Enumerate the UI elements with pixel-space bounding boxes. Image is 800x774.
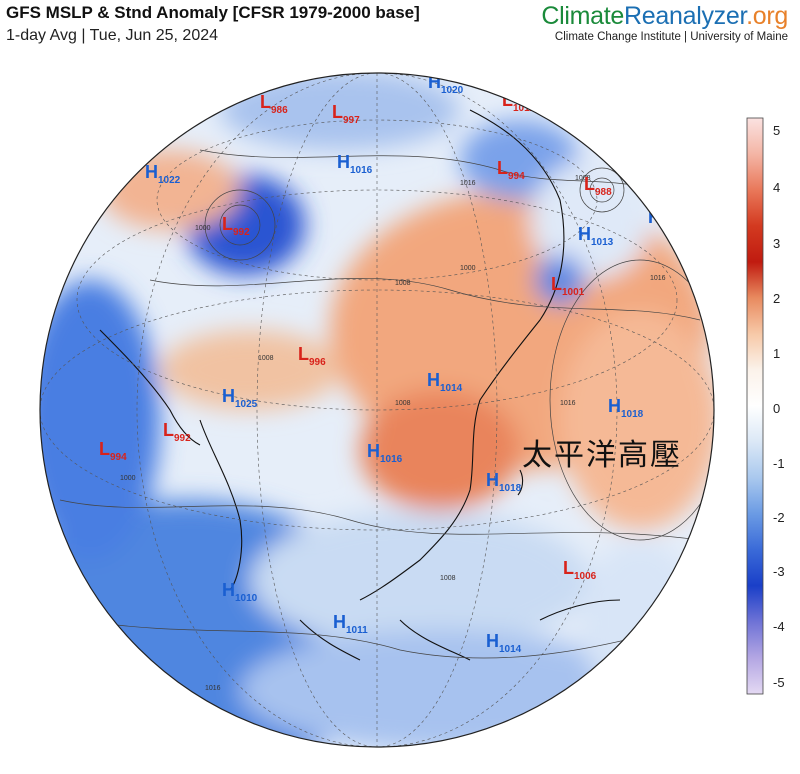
high-pressure-center: H1010 — [222, 580, 258, 604]
isobar-label: 1000 — [120, 475, 136, 482]
high-pressure-center: H1022 — [145, 162, 181, 186]
brand-climate: Climate — [541, 2, 625, 30]
low-pressure-center: L1006 — [563, 558, 597, 582]
low-pressure-center: L1001 — [551, 274, 585, 298]
globe-surface: 1016 1008 1000 1000 1008 1008 1016 1008 1016 1000… — [24, 73, 714, 747]
globe-outline — [39, 72, 715, 748]
colorbar-ticks: 5 4 3 2 1 0 -1 -2 -3 -4 -5 — [773, 123, 785, 690]
isobar-label: 1016 — [40, 545, 56, 552]
low-pressure-center: L992 — [222, 214, 250, 238]
brand-logo[interactable]: ClimateReanalyzer.org — [541, 2, 788, 31]
brand-reanalyzer: Reanalyzer — [624, 2, 747, 30]
colorbar-tick-label: 1 — [773, 346, 780, 361]
isobar-label: 1016 — [205, 685, 221, 692]
high-pressure-center: H1018 — [608, 396, 644, 420]
brand-org: .org — [746, 2, 788, 30]
high-pressure-center: H1016 — [337, 152, 373, 176]
isobar-label: 1008 — [258, 355, 274, 362]
high-pressure-center: H1013 — [578, 224, 614, 248]
colorbar-tick-label: 2 — [773, 291, 780, 306]
colorbar-tick-label: 5 — [773, 123, 780, 138]
high-pressure-center: H1018 — [486, 470, 522, 494]
low-pressure-center: L1012 — [502, 90, 536, 114]
colorbar-tick-label: -2 — [773, 510, 785, 525]
low-pressure-center: L996 — [298, 344, 326, 368]
colorbar-tick-label: 4 — [773, 180, 780, 195]
high-pressure-center: H1025 — [222, 386, 258, 410]
high-pressure-center: H1016 — [367, 441, 403, 465]
graticule — [40, 73, 714, 747]
colorbar-tick-label: -4 — [773, 619, 785, 634]
map-subtitle: 1-day Avg | Tue, Jun 25, 2024 — [6, 27, 219, 44]
high-pressure-center: H1011 — [333, 612, 368, 636]
map-title: GFS MSLP & Stnd Anomaly [CFSR 1979-2000 … — [6, 3, 420, 22]
low-pressure-center: L992 — [163, 420, 191, 444]
high-pressure-center: H1014 — [427, 370, 463, 394]
low-pressure-center: L986 — [260, 92, 288, 116]
colorbar-tick-label: -5 — [773, 675, 785, 690]
isobars — [59, 149, 714, 659]
colorbar — [746, 117, 764, 695]
isobar-label: 1016 — [560, 400, 576, 407]
low-pressure-center: L988 — [584, 174, 612, 198]
colorbar-tick-label: 3 — [773, 236, 780, 251]
isobar-label: 1016 — [460, 180, 476, 187]
colorbar-tick-label: -3 — [773, 564, 785, 579]
colorbar-tick-label: -1 — [773, 456, 785, 471]
high-pressure-center: H1015 — [24, 274, 60, 298]
high-pressure-center: H1014 — [486, 631, 522, 655]
low-pressure-center: L994 — [99, 439, 127, 463]
isobar-label: 1000 — [195, 225, 211, 232]
low-pressure-center: L997 — [332, 102, 360, 126]
isobar-label: 1008 — [395, 280, 411, 287]
colorbar-tick-label: 0 — [773, 401, 780, 416]
pacific-high-annotation: 太平洋高壓 — [522, 438, 682, 473]
isobar-label: 1000 — [460, 265, 476, 272]
isobar-label: 1008 — [395, 400, 411, 407]
isobar-label: 1008 — [440, 575, 456, 582]
brand-subtitle: Climate Change Institute | University of… — [554, 31, 788, 43]
isobar-label: 1016 — [650, 275, 666, 282]
low-pressure-center: L994 — [497, 158, 525, 182]
isobar-label: 1008 — [575, 175, 591, 182]
